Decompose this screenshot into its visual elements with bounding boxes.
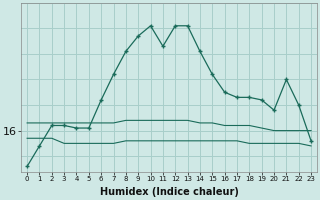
- X-axis label: Humidex (Indice chaleur): Humidex (Indice chaleur): [100, 187, 238, 197]
